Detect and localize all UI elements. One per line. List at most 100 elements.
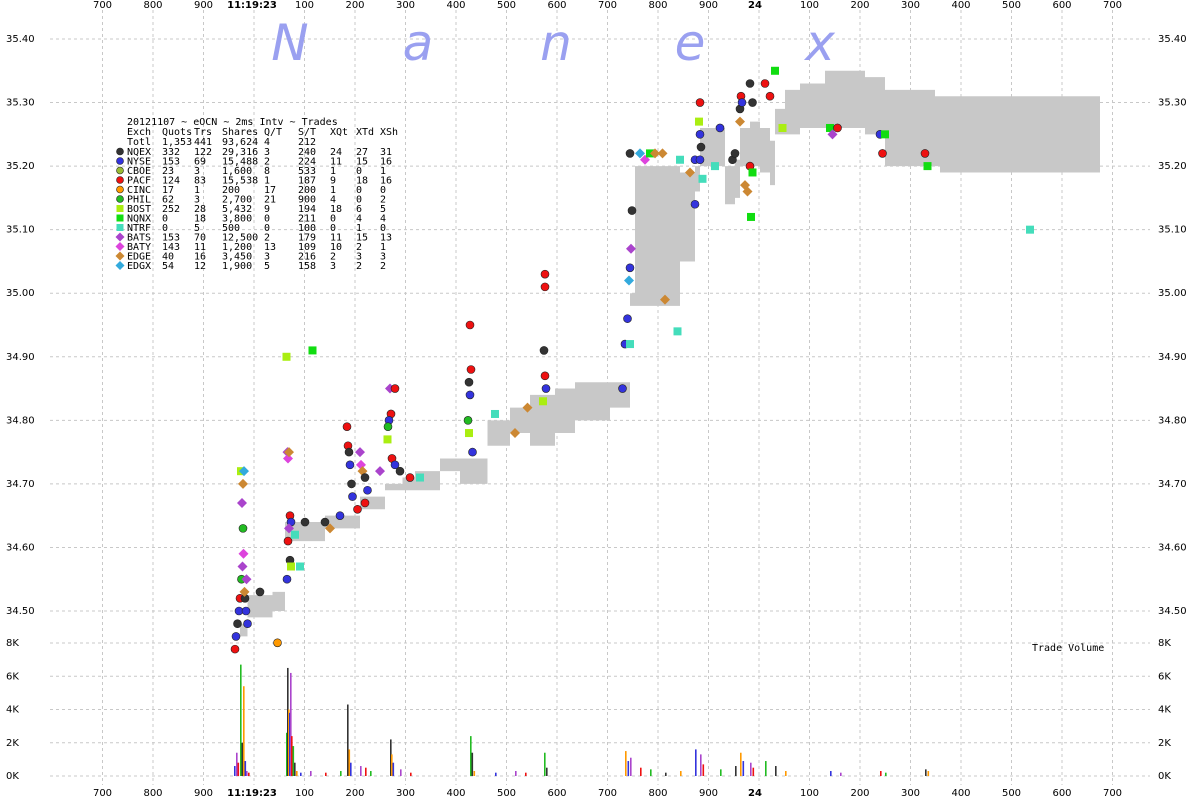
price-tick-right: 34.80 — [1158, 415, 1187, 426]
legend-marker — [116, 157, 124, 165]
x-tick-label-top: 100 — [800, 0, 819, 11]
trade-marker — [233, 619, 242, 629]
chart-title: 20121107 ~ eOCN ~ 2ms Intv ~ Trades — [127, 117, 338, 128]
trade-marker — [745, 79, 755, 88]
price-tick-right: 34.90 — [1158, 352, 1187, 363]
trade-marker — [827, 129, 838, 140]
trade-marker — [238, 524, 248, 533]
legend-cell: 8 — [264, 166, 270, 177]
legend-cell: 16 — [380, 176, 392, 187]
volume-tick-right: 4K — [1158, 705, 1171, 716]
legend-cell: 0 — [356, 185, 362, 196]
x-tick-label-bottom: 800 — [143, 788, 162, 799]
legend-marker — [116, 147, 124, 156]
legend-cell: 187 — [298, 176, 316, 187]
volume-bar — [752, 767, 755, 776]
trade-marker — [748, 168, 757, 177]
legend-cell: 2 — [264, 233, 270, 244]
legend-cell: 24 — [330, 147, 342, 158]
volume-bar — [391, 754, 393, 776]
x-tick-label-top: 500 — [497, 0, 516, 11]
volume-bar — [515, 771, 517, 776]
legend-cell: 0 — [356, 166, 362, 177]
axis-labels: 7007008008009009001001002002003003004004… — [6, 0, 1187, 799]
price-tick-right: 35.00 — [1158, 288, 1187, 299]
volume-axis-label: Trade Volume — [1032, 643, 1104, 654]
trade-marker — [760, 79, 770, 88]
x-tick-label-bottom: 200 — [345, 788, 364, 799]
legend-cell: 62 — [162, 195, 174, 206]
x-tick-label-top: 700 — [93, 0, 112, 11]
legend-cell: 1 — [380, 242, 386, 253]
trade-marker — [695, 117, 703, 126]
volume-bar — [735, 766, 737, 776]
x-tick-label-bottom: 700 — [1103, 788, 1122, 799]
legend-cell: 11 — [330, 233, 342, 244]
x-tick-label-bottom: 200 — [850, 788, 869, 799]
trade-marker — [239, 466, 249, 477]
legend-cell: 900 — [298, 195, 316, 206]
legend-cell: 5 — [194, 223, 200, 234]
price-tick-right: 35.40 — [1158, 34, 1187, 45]
watermark-letter: a — [403, 14, 434, 72]
legend-column-header: Shares — [222, 127, 258, 138]
legend-cell: 3,800 — [222, 214, 252, 225]
trade-marker — [625, 149, 635, 158]
legend-cell: 0 — [162, 223, 168, 234]
legend-cell: 240 — [298, 147, 316, 158]
legend-cell: 0 — [380, 223, 386, 234]
x-tick-label-top: 800 — [143, 0, 162, 11]
trade-marker — [747, 212, 755, 221]
trade-marker — [676, 155, 684, 164]
volume-bar — [525, 772, 527, 776]
legend-total-cell: 1,353 — [162, 137, 192, 148]
legend-cell: 29,316 — [222, 147, 258, 158]
legend-cell: 1 — [380, 166, 386, 177]
x-tick-label-bottom: 500 — [1002, 788, 1021, 799]
legend-marker — [115, 232, 125, 242]
x-tick-label-top: 100 — [295, 0, 314, 11]
legend-cell: 9 — [264, 204, 270, 215]
legend-total-cell: 4 — [264, 137, 270, 148]
volume-bar — [695, 749, 697, 776]
legend-cell: 124 — [162, 176, 180, 187]
legend-cell: 0 — [330, 214, 336, 225]
trade-marker — [243, 619, 252, 629]
trade-marker — [626, 340, 634, 349]
volume-bar — [625, 751, 627, 776]
legend-column-header: XQt — [330, 127, 348, 138]
legend-cell: 153 — [162, 157, 180, 168]
legend-cell: 194 — [298, 204, 316, 215]
trade-marker — [657, 148, 668, 159]
legend-cell: 27 — [356, 147, 368, 158]
legend-cell: 11 — [330, 157, 342, 168]
volume-bar — [289, 712, 291, 776]
trade-marker — [283, 453, 293, 464]
legend-marker — [116, 185, 124, 194]
legend-cell: CINC — [127, 185, 151, 196]
trade-marker — [737, 98, 747, 107]
trade-marker — [360, 498, 370, 508]
legend-cell: 70 — [194, 233, 206, 244]
volume-bar — [650, 769, 652, 776]
x-tick-label-top: 200 — [345, 0, 364, 11]
volume-bar — [880, 771, 882, 776]
legend-column-header: XTd — [356, 127, 374, 138]
trade-marker — [282, 352, 291, 361]
volume-bar — [700, 754, 702, 776]
watermark-letter: N — [271, 14, 308, 72]
trade-marker — [282, 574, 292, 584]
legend-cell: NQNX — [127, 214, 151, 225]
legend-total-cell: Totl — [127, 137, 151, 148]
legend-marker — [116, 224, 124, 231]
price-tick-left: 35.30 — [6, 98, 35, 109]
legend-column-header: Quots — [162, 127, 192, 138]
legend-cell: 100 — [298, 223, 316, 234]
trade-marker — [540, 269, 550, 279]
legend-cell: EDGX — [127, 261, 151, 272]
x-tick-label-top: 700 — [1103, 0, 1122, 11]
legend-marker — [116, 205, 124, 212]
trade-marker — [291, 530, 299, 539]
price-tick-left: 34.90 — [6, 352, 35, 363]
